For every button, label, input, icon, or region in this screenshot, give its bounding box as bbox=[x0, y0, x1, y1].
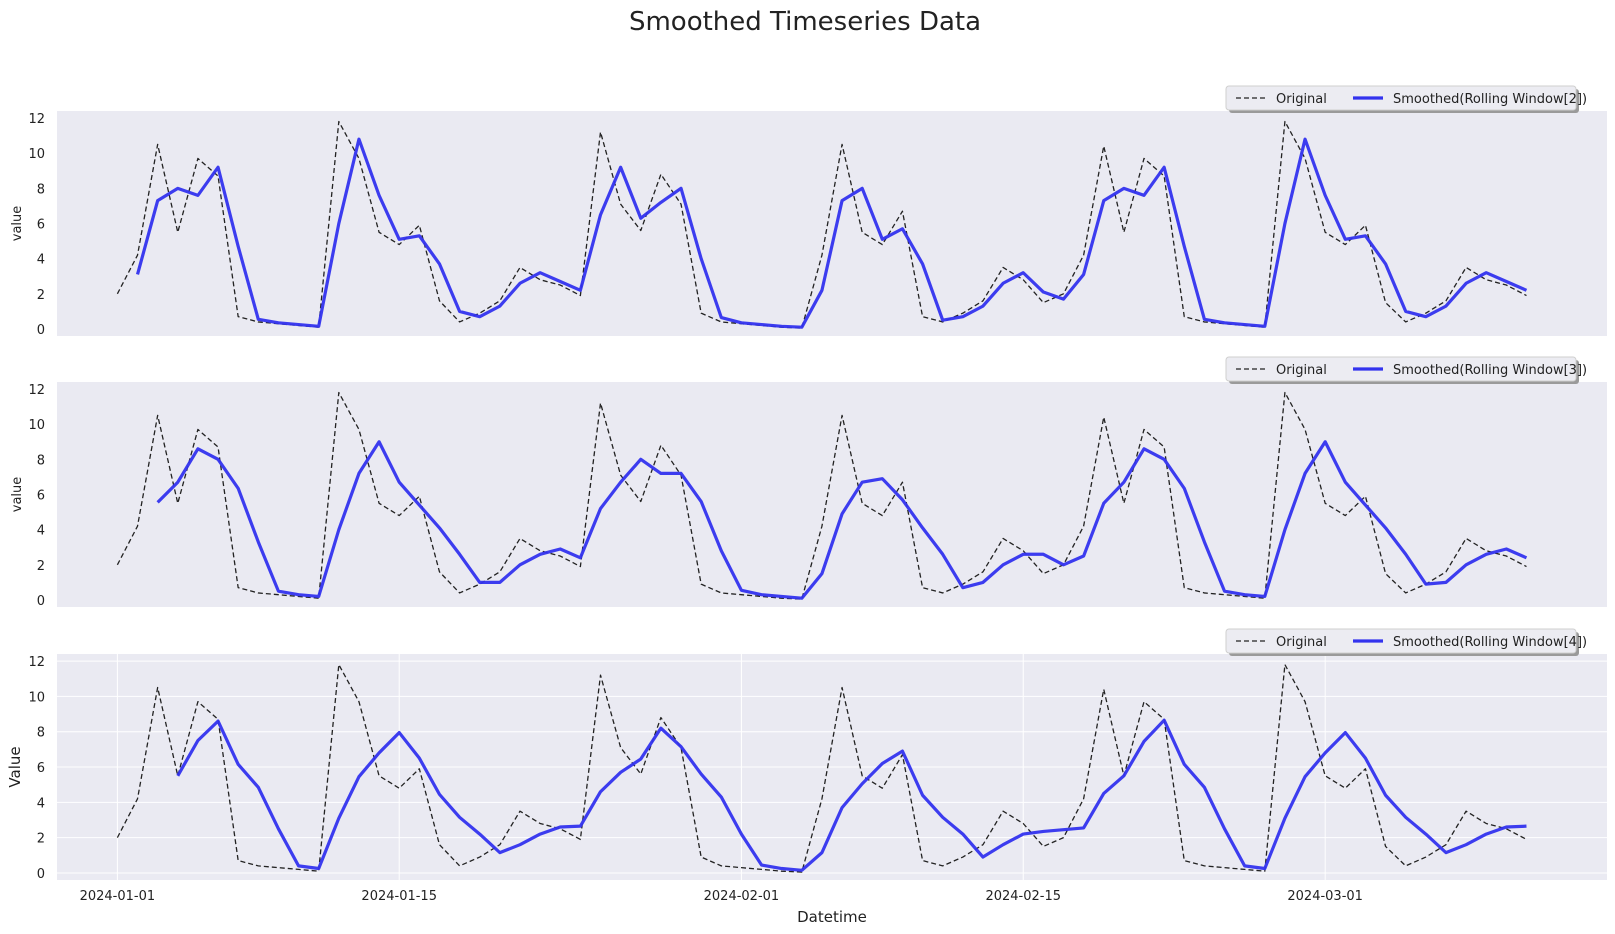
x-axis-label: Datetime bbox=[797, 908, 867, 926]
legend-label-original: Original bbox=[1276, 363, 1327, 378]
legend-label-smoothed: Smoothed(Rolling Window[2]) bbox=[1393, 92, 1587, 107]
y-tick-label: 12 bbox=[28, 655, 45, 670]
legend-label-smoothed: Smoothed(Rolling Window[4]) bbox=[1393, 635, 1587, 650]
series-line-original bbox=[116, 120, 1527, 329]
y-tick-label: 10 bbox=[28, 147, 45, 162]
x-tick-label: 2024-02-01 bbox=[704, 889, 780, 904]
y-axis-label: Value bbox=[6, 746, 24, 787]
subplot-2: 0 2 4 6 8 10 12 value Original Smoothed(Rolling W… bbox=[10, 356, 1607, 609]
x-tick-label: 2024-02-15 bbox=[985, 889, 1061, 904]
subplot-1: 0 2 4 6 8 10 12 value Original Smoothed(Rolling W… bbox=[10, 85, 1607, 338]
y-tick-label: 4 bbox=[37, 796, 45, 811]
legend-box bbox=[1225, 85, 1577, 111]
y-tick-label: 6 bbox=[37, 218, 45, 233]
plot-area bbox=[57, 382, 1607, 607]
series-line-smoothed bbox=[156, 440, 1528, 600]
subplot-3: 0 2 4 6 8 10 12 Value 2024-01-01 2024-01-15 2024-0… bbox=[6, 628, 1607, 904]
legend: Original Smoothed(Rolling Window[4]) bbox=[1225, 628, 1587, 656]
y-tick-label: 2 bbox=[37, 559, 45, 574]
y-axis-label: value bbox=[10, 477, 25, 513]
y-tick-label: 12 bbox=[28, 112, 45, 127]
series-line-original bbox=[116, 663, 1527, 873]
y-tick-label: 8 bbox=[37, 453, 45, 468]
y-tick-label: 0 bbox=[37, 323, 45, 338]
y-tick-label: 4 bbox=[37, 253, 45, 268]
legend: Original Smoothed(Rolling Window[3]) bbox=[1225, 356, 1587, 384]
y-tick-label: 2 bbox=[37, 288, 45, 303]
x-tick-label: 2024-03-01 bbox=[1287, 889, 1363, 904]
y-tick-label: 10 bbox=[28, 690, 45, 705]
y-tick-label: 6 bbox=[37, 761, 45, 776]
legend-box bbox=[1225, 628, 1577, 654]
legend-label-original: Original bbox=[1276, 92, 1327, 107]
y-tick-label: 12 bbox=[28, 383, 45, 398]
x-tick-label: 2024-01-01 bbox=[80, 889, 156, 904]
y-tick-label: 2 bbox=[37, 832, 45, 847]
y-tick-label: 10 bbox=[28, 418, 45, 433]
figure-title: Smoothed Timeseries Data bbox=[629, 7, 981, 37]
legend-label-smoothed: Smoothed(Rolling Window[3]) bbox=[1393, 363, 1587, 378]
y-tick-label: 6 bbox=[37, 489, 45, 504]
y-axis-label: value bbox=[10, 206, 25, 242]
y-tick-label: 8 bbox=[37, 182, 45, 197]
series-line-smoothed bbox=[135, 137, 1528, 329]
series-line-original bbox=[116, 391, 1527, 600]
x-tick-label: 2024-01-15 bbox=[361, 889, 437, 904]
legend: Original Smoothed(Rolling Window[2]) bbox=[1225, 85, 1587, 113]
y-tick-label: 0 bbox=[37, 867, 45, 882]
y-tick-label: 0 bbox=[37, 594, 45, 609]
y-tick-label: 8 bbox=[37, 726, 45, 741]
plot-area bbox=[57, 111, 1607, 336]
legend-box bbox=[1225, 356, 1577, 382]
subplots: 0 2 4 6 8 10 12 value Original Smoothed(Rolling W… bbox=[6, 85, 1607, 904]
legend-label-original: Original bbox=[1276, 635, 1327, 650]
series-line-smoothed bbox=[176, 718, 1527, 872]
y-tick-label: 4 bbox=[37, 524, 45, 539]
